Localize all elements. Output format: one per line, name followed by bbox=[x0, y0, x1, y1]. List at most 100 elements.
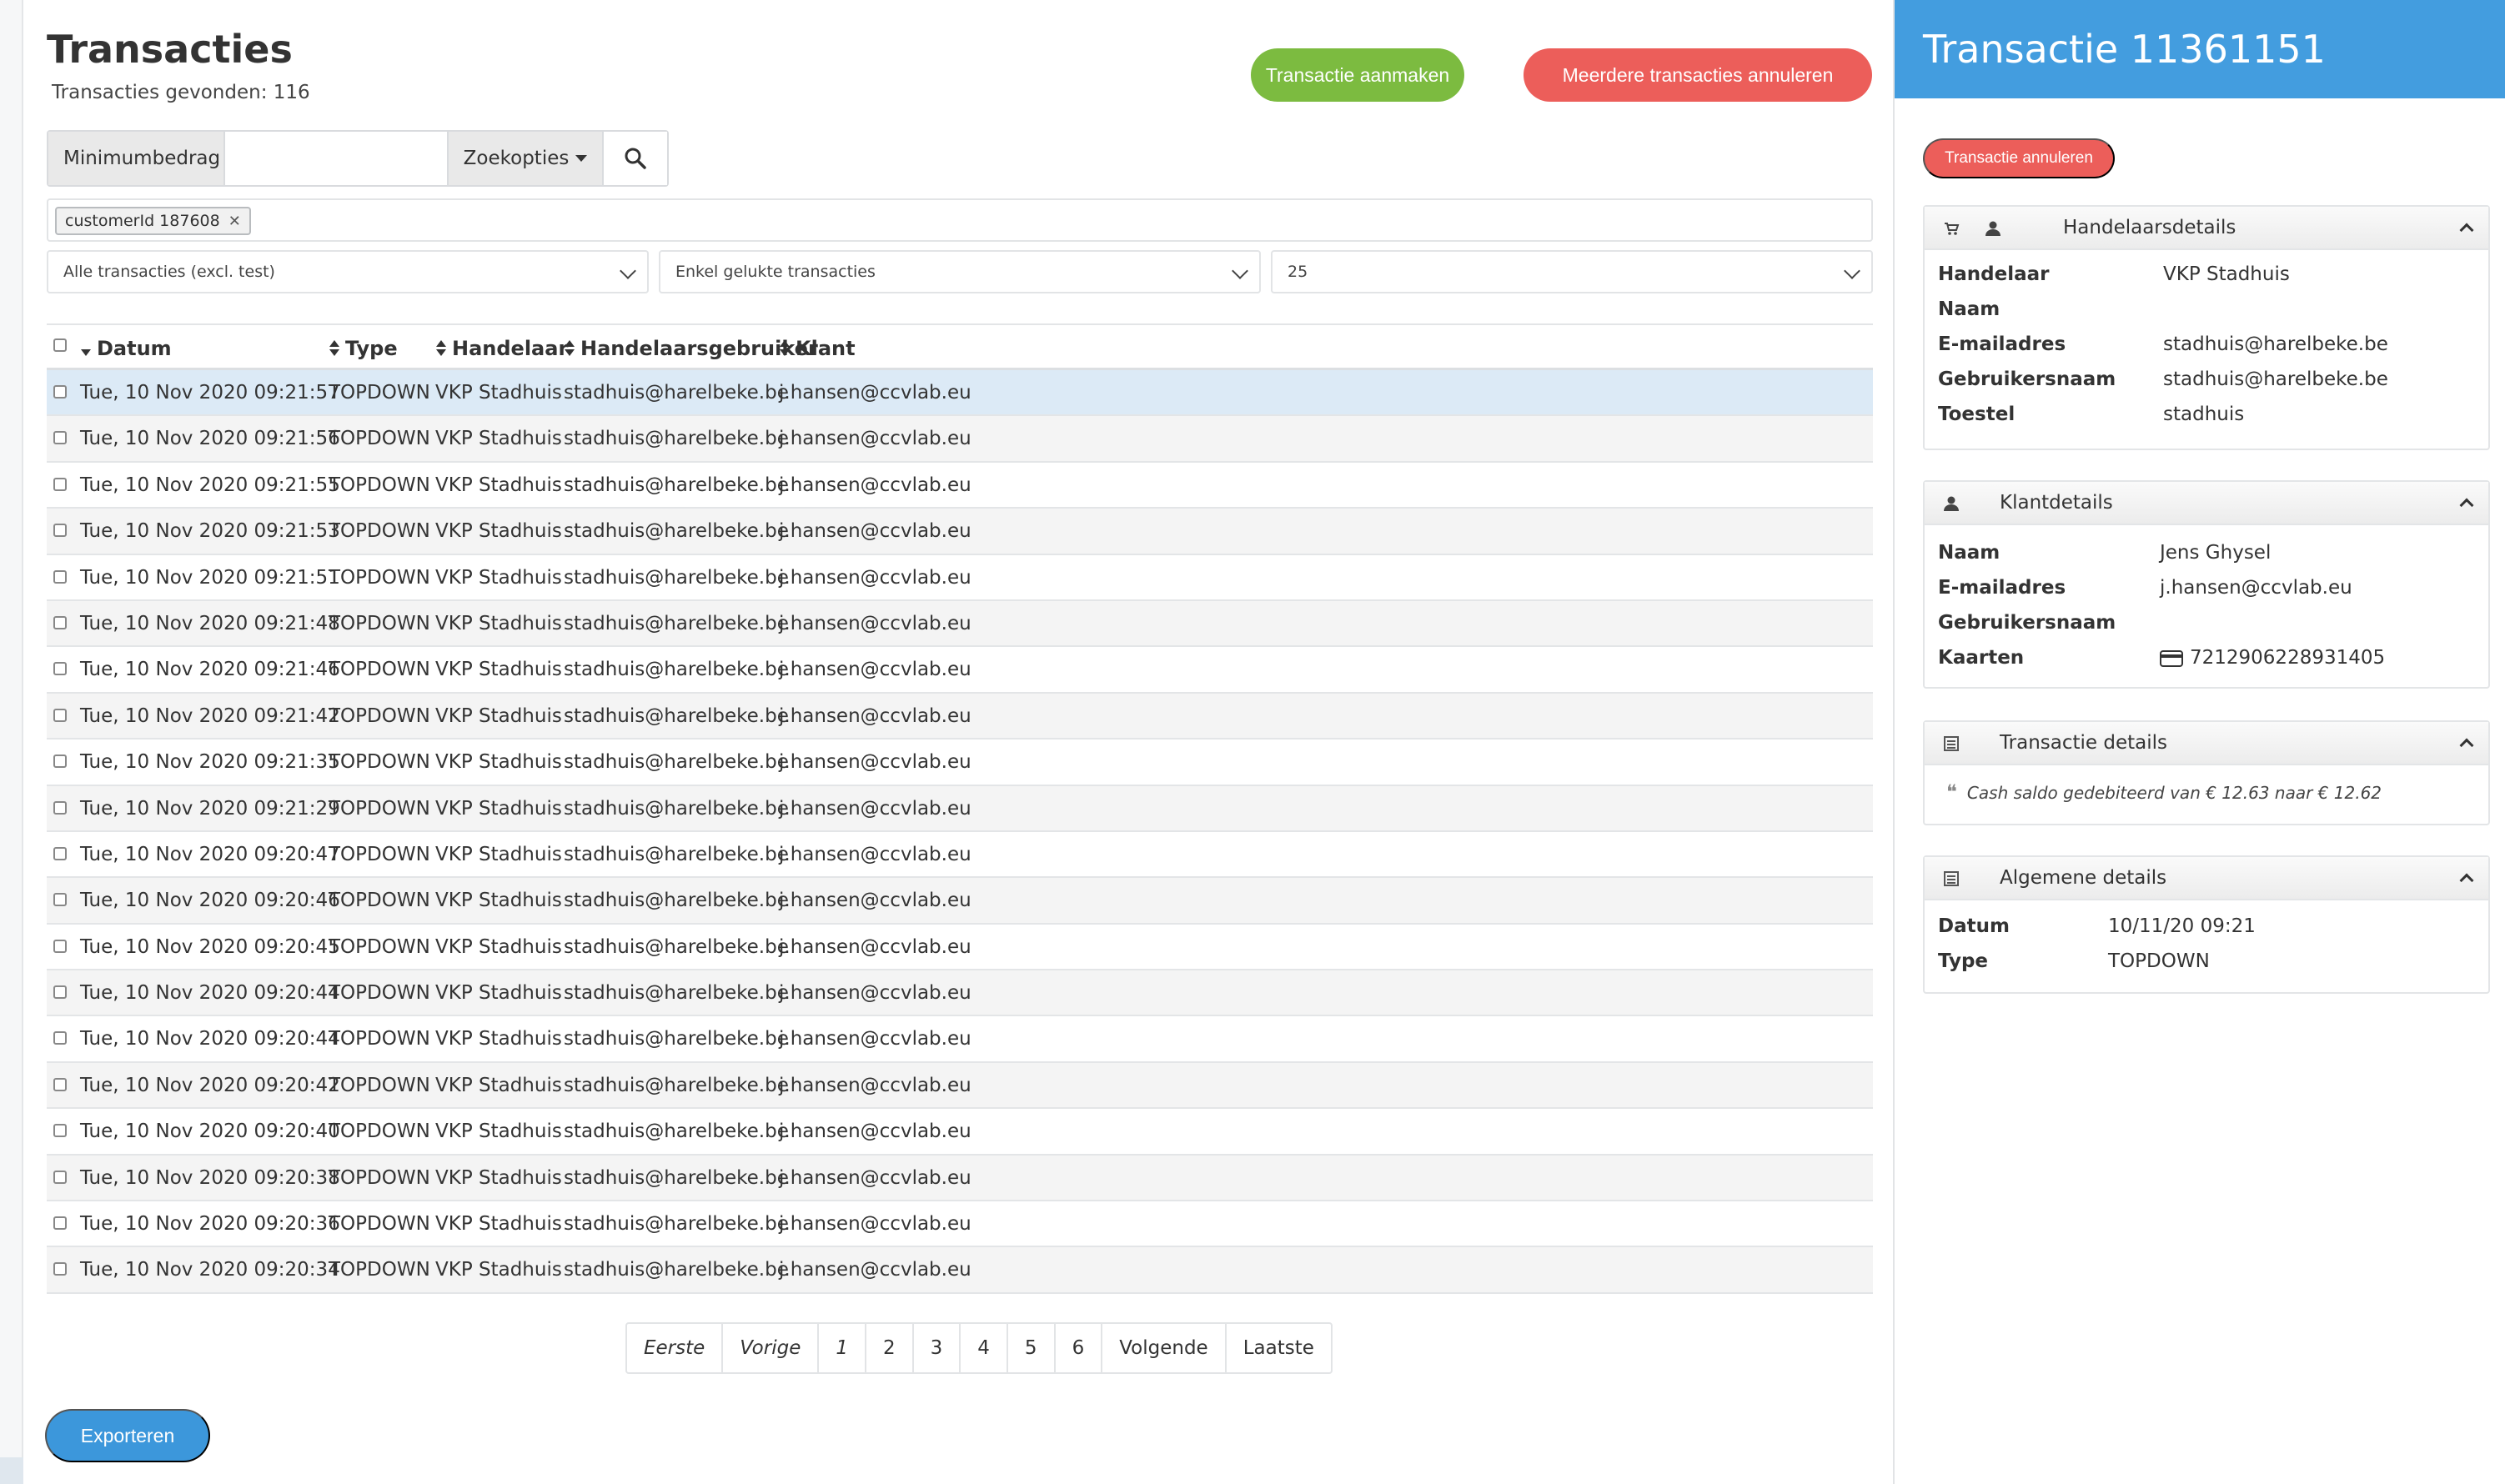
table-row[interactable]: Tue, 10 Nov 2020 09:20:44 TOPDOWN VKP Stad… bbox=[47, 970, 1873, 1017]
table-row[interactable]: Tue, 10 Nov 2020 09:21:29 TOPDOWN VKP Stad… bbox=[47, 785, 1873, 832]
page-1[interactable]: 1 bbox=[819, 1324, 866, 1372]
column-header-label: Type bbox=[345, 337, 398, 360]
column-header-type[interactable]: Type bbox=[329, 337, 398, 360]
table-row[interactable]: Tue, 10 Nov 2020 09:20:47 TOPDOWN VKP Stad… bbox=[47, 832, 1873, 879]
table-row[interactable]: Tue, 10 Nov 2020 09:21:53 TOPDOWN VKP Stad… bbox=[47, 509, 1873, 555]
row-checkbox[interactable] bbox=[53, 477, 67, 491]
gutter-marker bbox=[0, 1457, 23, 1484]
cancel-transaction-button[interactable]: Transactie annuleren bbox=[1923, 138, 2115, 178]
sort-icon bbox=[329, 340, 340, 357]
table-row[interactable]: Tue, 10 Nov 2020 09:20:36 TOPDOWN VKP Stad… bbox=[47, 1201, 1873, 1248]
cell-client: j.hansen@ccvlab.eu bbox=[779, 520, 971, 543]
row-checkbox[interactable] bbox=[53, 1262, 67, 1276]
cell-merchant: VKP Stadhuis bbox=[435, 428, 562, 450]
row-checkbox[interactable] bbox=[53, 708, 67, 722]
table-row[interactable]: Tue, 10 Nov 2020 09:20:45 TOPDOWN VKP Stad… bbox=[47, 925, 1873, 971]
table-row[interactable]: Tue, 10 Nov 2020 09:20:42 TOPDOWN VKP Stad… bbox=[47, 1062, 1873, 1110]
min-amount-input[interactable] bbox=[225, 132, 449, 185]
detail-row: Toestel stadhuis bbox=[1925, 397, 2488, 432]
row-checkbox[interactable] bbox=[53, 1216, 67, 1231]
cell-client: j.hansen@ccvlab.eu bbox=[779, 612, 971, 634]
table-row[interactable]: Tue, 10 Nov 2020 09:21:56 TOPDOWN VKP Stad… bbox=[47, 416, 1873, 463]
table-row[interactable]: Tue, 10 Nov 2020 09:21:42 TOPDOWN VKP Stad… bbox=[47, 693, 1873, 740]
row-checkbox[interactable] bbox=[53, 662, 67, 676]
general-details-title: Algemene details bbox=[2000, 867, 2167, 889]
row-checkbox[interactable] bbox=[53, 893, 67, 907]
page-first[interactable]: Eerste bbox=[627, 1324, 724, 1372]
transaction-details-header[interactable]: Transactie details bbox=[1925, 722, 2488, 765]
column-header-date[interactable]: Datum bbox=[80, 337, 172, 360]
detail-key: Naam bbox=[1938, 542, 2000, 564]
page-2[interactable]: 2 bbox=[866, 1324, 914, 1372]
row-checkbox[interactable] bbox=[53, 385, 67, 399]
row-checkbox[interactable] bbox=[53, 1031, 67, 1045]
table-row[interactable]: Tue, 10 Nov 2020 09:21:55 TOPDOWN VKP Stad… bbox=[47, 463, 1873, 509]
search-options-dropdown[interactable]: Zoekopties bbox=[449, 132, 604, 185]
select-all-checkbox[interactable] bbox=[53, 338, 67, 352]
detail-key: Handelaar bbox=[1938, 263, 2050, 285]
cell-merchant: VKP Stadhuis bbox=[435, 1166, 562, 1189]
column-header-merchant-user[interactable]: Handelaarsgebruiker bbox=[564, 337, 818, 360]
row-checkbox[interactable] bbox=[53, 615, 67, 629]
cell-merchant: VKP Stadhuis bbox=[435, 843, 562, 865]
cell-type: TOPDOWN bbox=[329, 659, 430, 681]
client-details-header[interactable]: Klantdetails bbox=[1925, 482, 2488, 525]
table-row[interactable]: Tue, 10 Nov 2020 09:20:46 TOPDOWN VKP Stad… bbox=[47, 878, 1873, 925]
general-details-header[interactable]: Algemene details bbox=[1925, 857, 2488, 900]
cell-merchant-user: stadhuis@harelbeke.be bbox=[564, 797, 789, 820]
table-row[interactable]: Tue, 10 Nov 2020 09:20:38 TOPDOWN VKP Stad… bbox=[47, 1155, 1873, 1202]
user-icon bbox=[1944, 496, 1959, 511]
page-prev[interactable]: Vorige bbox=[723, 1324, 820, 1372]
scope-select[interactable]: Alle transacties (excl. test) bbox=[47, 250, 649, 293]
cell-type: TOPDOWN bbox=[329, 1259, 430, 1281]
detail-key: Toestel bbox=[1938, 404, 2016, 425]
table-row[interactable]: Tue, 10 Nov 2020 09:21:48 TOPDOWN VKP Stad… bbox=[47, 600, 1873, 648]
row-checkbox[interactable] bbox=[53, 800, 67, 815]
search-button[interactable] bbox=[604, 132, 667, 185]
row-checkbox[interactable] bbox=[53, 431, 67, 445]
table-row[interactable]: Tue, 10 Nov 2020 09:21:51 TOPDOWN VKP Stad… bbox=[47, 555, 1873, 601]
cell-merchant: VKP Stadhuis bbox=[435, 751, 562, 774]
page-6[interactable]: 6 bbox=[1056, 1324, 1103, 1372]
cancel-multiple-button[interactable]: Meerdere transacties annuleren bbox=[1524, 48, 1872, 102]
cell-client: j.hansen@ccvlab.eu bbox=[779, 1259, 971, 1281]
column-header-client[interactable]: Klant bbox=[779, 337, 856, 360]
remove-tag-icon[interactable]: ✕ bbox=[228, 212, 241, 230]
cell-merchant: VKP Stadhuis bbox=[435, 1213, 562, 1236]
column-header-merchant[interactable]: Handelaar bbox=[435, 337, 568, 360]
page-4[interactable]: 4 bbox=[961, 1324, 1008, 1372]
page-last[interactable]: Laatste bbox=[1242, 1337, 1314, 1359]
row-checkbox[interactable] bbox=[53, 1170, 67, 1184]
create-transaction-button[interactable]: Transactie aanmaken bbox=[1251, 48, 1464, 102]
row-checkbox[interactable] bbox=[53, 939, 67, 953]
merchant-details-header[interactable]: Handelaarsdetails bbox=[1925, 207, 2488, 250]
cell-type: TOPDOWN bbox=[329, 843, 430, 865]
table-row[interactable]: Tue, 10 Nov 2020 09:21:46 TOPDOWN VKP Stad… bbox=[47, 647, 1873, 694]
page-3[interactable]: 3 bbox=[914, 1324, 961, 1372]
table-row[interactable]: Tue, 10 Nov 2020 09:20:44 TOPDOWN VKP Stad… bbox=[47, 1016, 1873, 1063]
cell-merchant: VKP Stadhuis bbox=[435, 1028, 562, 1050]
cell-date: Tue, 10 Nov 2020 09:20:47 bbox=[80, 843, 340, 865]
table-row[interactable]: Tue, 10 Nov 2020 09:20:40 TOPDOWN VKP Stad… bbox=[47, 1109, 1873, 1156]
detail-row: Gebruikersnaam stadhuis@harelbeke.be bbox=[1925, 362, 2488, 397]
row-checkbox[interactable] bbox=[53, 846, 67, 860]
cell-merchant-user: stadhuis@harelbeke.be bbox=[564, 982, 789, 1005]
row-checkbox[interactable] bbox=[53, 755, 67, 769]
export-button[interactable]: Exporteren bbox=[45, 1409, 210, 1462]
status-select[interactable]: Enkel gelukte transacties bbox=[659, 250, 1261, 293]
row-checkbox[interactable] bbox=[53, 1077, 67, 1091]
chevron-down-icon bbox=[620, 263, 636, 279]
filter-tag-input[interactable]: customerId 187608 ✕ bbox=[47, 198, 1873, 242]
page-next[interactable]: Volgende bbox=[1102, 1324, 1227, 1372]
page-5[interactable]: 5 bbox=[1008, 1324, 1056, 1372]
page-size-select[interactable]: 25 bbox=[1271, 250, 1873, 293]
row-checkbox[interactable] bbox=[53, 1124, 67, 1138]
detail-key: Type bbox=[1938, 950, 1989, 972]
table-row[interactable]: Tue, 10 Nov 2020 09:20:34 TOPDOWN VKP Stad… bbox=[47, 1247, 1873, 1294]
row-checkbox[interactable] bbox=[53, 524, 67, 538]
row-checkbox[interactable] bbox=[53, 569, 67, 584]
table-row[interactable]: Tue, 10 Nov 2020 09:21:57 TOPDOWN VKP Stad… bbox=[47, 370, 1873, 417]
detail-row: E-mailadres j.hansen@ccvlab.eu bbox=[1925, 570, 2488, 605]
table-row[interactable]: Tue, 10 Nov 2020 09:21:35 TOPDOWN VKP Stad… bbox=[47, 739, 1873, 786]
row-checkbox[interactable] bbox=[53, 985, 67, 1000]
